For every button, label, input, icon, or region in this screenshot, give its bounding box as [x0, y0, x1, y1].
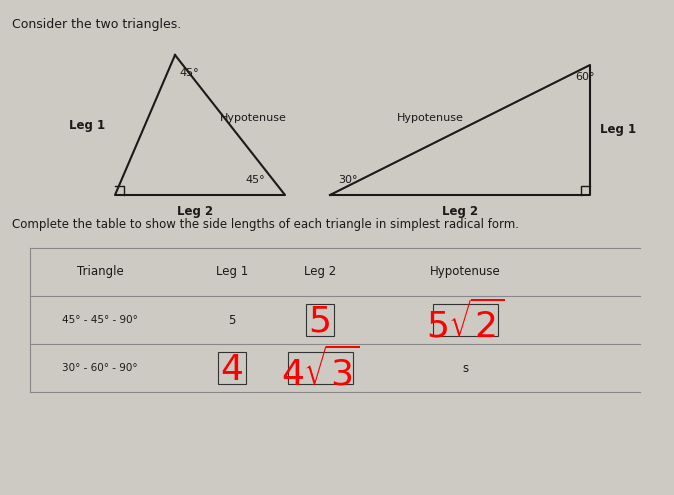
Text: Leg 1: Leg 1 [216, 265, 248, 279]
Text: 4: 4 [220, 353, 243, 387]
Text: Triangle: Triangle [77, 265, 123, 279]
Text: Hypotenuse: Hypotenuse [429, 265, 500, 279]
Text: $4\sqrt{3}$: $4\sqrt{3}$ [280, 347, 359, 393]
Text: Leg 2: Leg 2 [442, 205, 478, 218]
Text: Leg 1: Leg 1 [600, 123, 636, 137]
Text: 5: 5 [309, 305, 332, 339]
Text: Hypotenuse: Hypotenuse [396, 113, 464, 123]
Text: Complete the table to show the side lengths of each triangle in simplest radical: Complete the table to show the side leng… [12, 218, 519, 231]
Text: 45°: 45° [179, 68, 199, 78]
Text: Leg 2: Leg 2 [304, 265, 336, 279]
Text: $5\sqrt{2}$: $5\sqrt{2}$ [426, 300, 504, 344]
Text: Leg 1: Leg 1 [69, 118, 105, 132]
Text: 30°: 30° [338, 175, 357, 185]
Text: 30° - 60° - 90°: 30° - 60° - 90° [62, 363, 137, 373]
Text: 45°: 45° [245, 175, 265, 185]
Text: 5: 5 [228, 313, 236, 327]
Text: Hypotenuse: Hypotenuse [220, 113, 287, 123]
Text: Leg 2: Leg 2 [177, 205, 213, 218]
Text: Consider the two triangles.: Consider the two triangles. [12, 18, 181, 31]
Text: s: s [462, 361, 468, 375]
Text: 60°: 60° [575, 72, 594, 82]
Text: 45° - 45° - 90°: 45° - 45° - 90° [62, 315, 138, 325]
